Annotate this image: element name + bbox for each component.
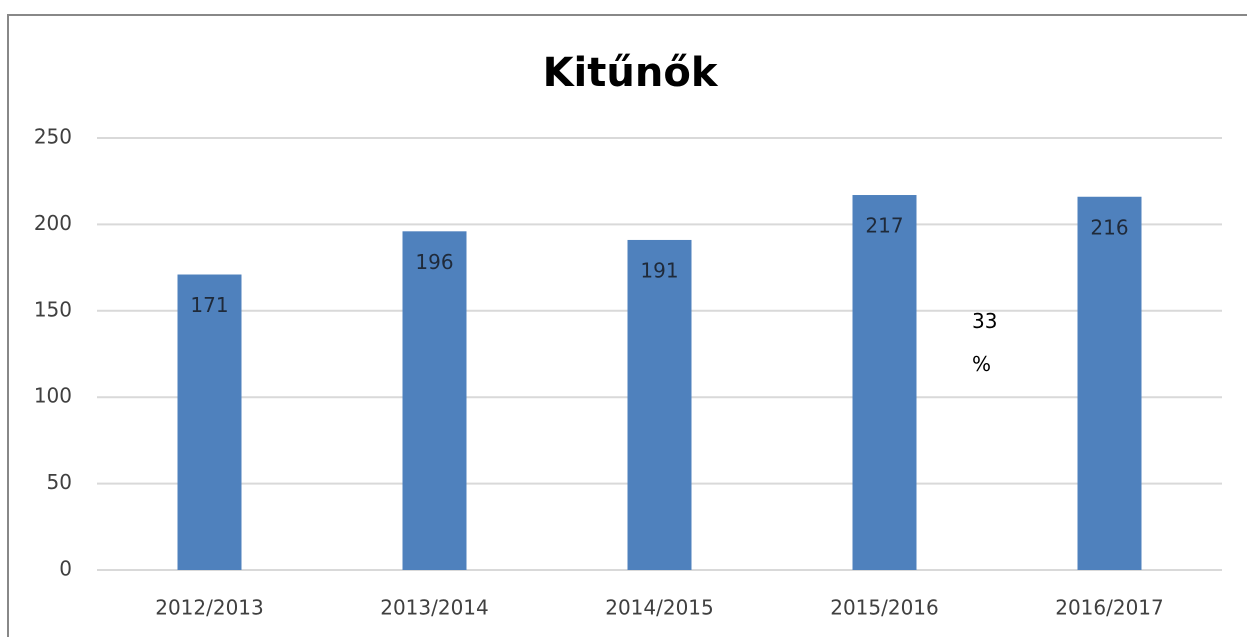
x-tick-label: 2016/2017 (1055, 596, 1164, 620)
chart-title: Kitűnők (543, 50, 719, 96)
x-tick-label: 2015/2016 (830, 596, 939, 620)
data-label: 196 (415, 250, 453, 274)
y-tick-label: 150 (34, 297, 72, 321)
x-tick-label: 2013/2014 (380, 596, 489, 620)
bar (177, 274, 242, 570)
data-label: 191 (640, 258, 678, 282)
bar (402, 231, 467, 570)
y-tick-label: 200 (34, 211, 72, 235)
y-tick-label: 0 (59, 557, 72, 581)
data-label: 171 (190, 293, 228, 317)
x-tick-label: 2012/2013 (155, 596, 264, 620)
x-tick-label: 2014/2015 (605, 596, 714, 620)
chart-frame (7, 14, 1247, 637)
y-tick-label: 250 (34, 125, 72, 149)
data-label: 216 (1090, 215, 1128, 239)
bar (627, 239, 692, 570)
y-tick-label: 50 (47, 470, 72, 494)
bar (852, 195, 917, 571)
data-label: 217 (865, 214, 903, 238)
annotation: 33 % (972, 309, 998, 376)
bar (1077, 196, 1142, 570)
y-tick-label: 100 (34, 384, 72, 408)
